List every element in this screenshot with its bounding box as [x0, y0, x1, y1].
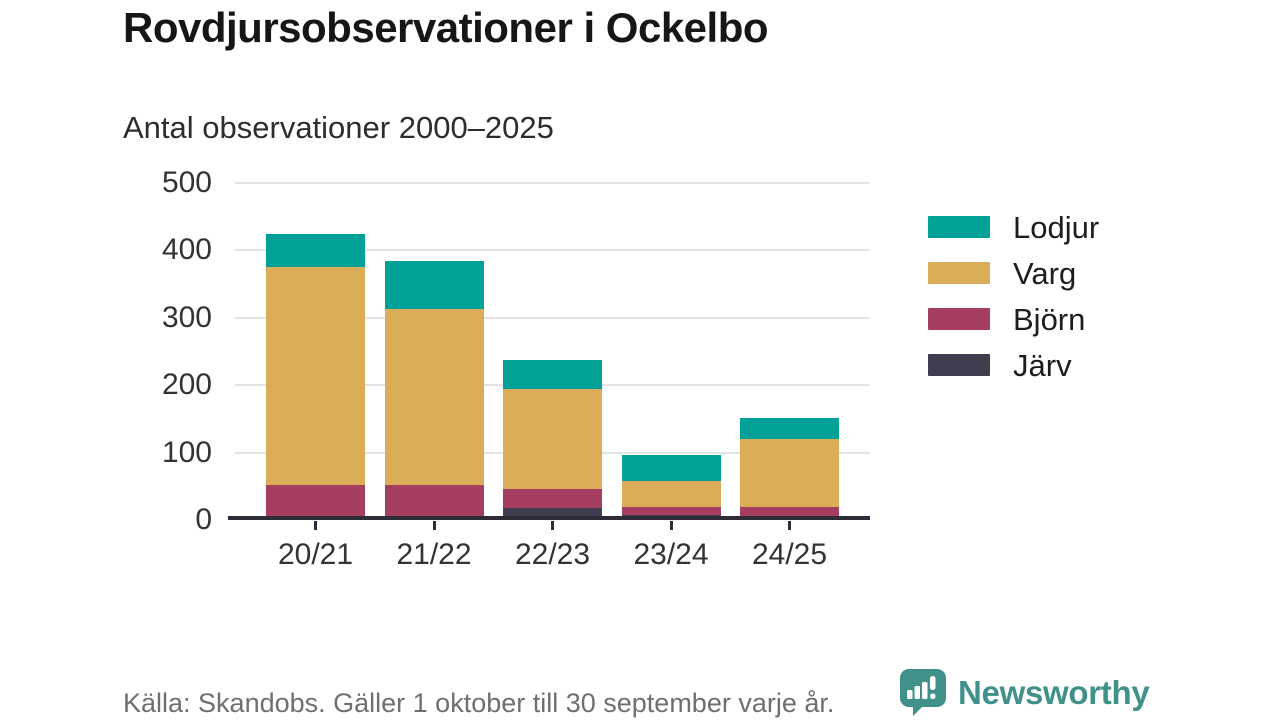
legend-swatch: [928, 308, 990, 330]
y-axis-tick-label: 500: [161, 166, 212, 199]
legend-swatch: [928, 262, 990, 284]
legend-label: Lodjur: [1013, 209, 1100, 245]
legend-label: Järv: [1013, 347, 1072, 383]
gridline: [235, 316, 870, 319]
x-axis-line: [228, 516, 870, 520]
bar-segment-varg-22-23: [503, 389, 602, 489]
gridline: [235, 249, 870, 252]
bar-segment-varg-20-21: [266, 267, 365, 485]
bar-segment-lodjur-23-24: [621, 455, 721, 481]
legend-label: Varg: [1013, 255, 1077, 291]
bar-segment-björn-22-23: [503, 489, 602, 508]
legend-swatch: [928, 216, 990, 238]
bar-segment-lodjur-21-22: [384, 260, 484, 310]
x-axis-tick: [432, 521, 436, 530]
bar-segment-varg-23-24: [621, 480, 721, 508]
bar-segment-björn-21-22: [384, 484, 484, 517]
bar-segment-varg-21-22: [384, 309, 484, 485]
legend-item-lodjur: Lodjur: [928, 212, 1099, 243]
plot-area: 20/21 21/22 22/23 23/24 24/25: [228, 182, 870, 571]
x-axis-label: 24/25: [751, 538, 828, 571]
x-axis-tick: [669, 521, 673, 530]
legend-item-björn: Björn: [928, 304, 1099, 335]
y-axis-tick-label: 300: [161, 300, 212, 334]
x-axis-tick: [788, 521, 791, 530]
bar-segment-björn-20-21: [266, 484, 365, 519]
newsworthy-bubble-chart-icon: [900, 669, 946, 716]
legend: Lodjur Varg Björn Järv: [928, 212, 1099, 400]
x-axis-label: 21/22: [396, 538, 472, 571]
y-axis-tick-label: 100: [161, 435, 212, 469]
newsworthy-logo: Newsworthy: [899, 668, 1150, 717]
y-axis-labels: 0 100 200 300 400 500: [88, 166, 212, 536]
legend-swatch: [928, 354, 990, 376]
bar-segment-varg-24-25: [740, 439, 839, 508]
y-axis-tick-label: 400: [161, 233, 212, 267]
chart-title: Rovdjursobservationer i Ockelbo: [123, 4, 769, 51]
x-axis-tick: [551, 521, 554, 530]
x-axis-label: 20/21: [277, 538, 354, 571]
newsworthy-wordmark: Newsworthy: [958, 673, 1150, 711]
bar-segment-lodjur-20-21: [266, 233, 365, 268]
chart-subtitle: Antal observationer 2000–2025: [123, 110, 554, 145]
y-axis-tick-label: 0: [195, 503, 212, 536]
bar-segment-lodjur-22-23: [503, 360, 602, 390]
bar-segment-björn-24-25: [740, 507, 839, 517]
legend-label: Björn: [1013, 301, 1086, 337]
x-axis-tick: [314, 521, 317, 530]
x-axis-label: 23/24: [633, 538, 709, 571]
bar-segment-lodjur-24-25: [740, 417, 839, 440]
legend-item-järv: Järv: [928, 350, 1099, 381]
gridline: [235, 182, 870, 184]
y-axis-tick-label: 200: [161, 368, 212, 402]
x-axis-label: 22/23: [514, 538, 591, 571]
bar-segment-björn-23-24: [621, 507, 721, 516]
legend-item-varg: Varg: [928, 258, 1099, 289]
source-note: Källa: Skandobs. Gäller 1 oktober till 3…: [123, 688, 835, 718]
